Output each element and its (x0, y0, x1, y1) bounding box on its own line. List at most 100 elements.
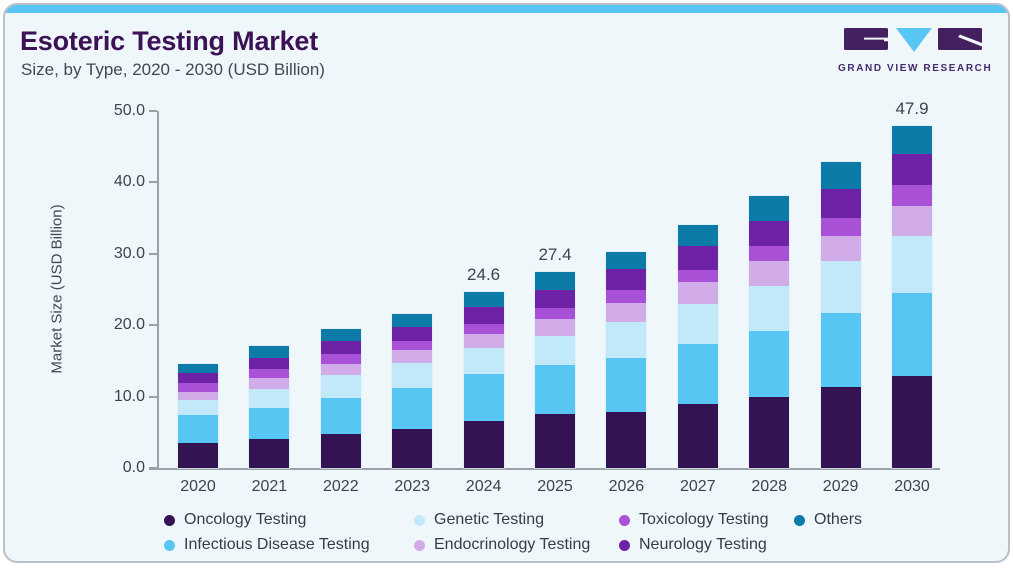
legend-item: Infectious Disease Testing (164, 536, 370, 554)
stacked-bar-chart: Market Size (USD Billion) 0.0 10.0 20.0 30.… (5, 5, 1008, 561)
bar-segment (606, 412, 646, 468)
bar-segment (821, 312, 861, 388)
bar-value-label: 47.9 (895, 98, 929, 118)
legend-dot-icon (619, 514, 630, 526)
y-axis-line (157, 110, 159, 470)
legend-label: Oncology Testing (184, 511, 307, 528)
legend-item: Neurology Testing (619, 536, 767, 554)
bar-segment (392, 362, 432, 388)
y-axis-tick-label: 10.0 (113, 387, 145, 405)
bar-segment (892, 184, 932, 206)
x-axis-tick-label: 2020 (180, 478, 216, 495)
bar-segment (606, 268, 646, 290)
y-axis-tick-label: 50.0 (113, 101, 145, 119)
chart-card: Esoteric Testing Market Size, by Type, 2… (3, 3, 1010, 563)
bar-segment (392, 428, 432, 468)
y-axis-tick (149, 109, 157, 112)
bar-segment (749, 245, 789, 262)
y-axis-tick (149, 395, 157, 398)
bar-2025 (535, 272, 575, 468)
gvr-logo-text: GRAND VIEW RESEARCH (838, 63, 993, 74)
legend-label: Infectious Disease Testing (184, 536, 370, 553)
bar-segment (606, 302, 646, 323)
legend-item: Endocrinology Testing (414, 536, 590, 554)
gvr-logo: GRAND VIEW RESEARCH (838, 27, 993, 74)
bar-2023 (392, 313, 432, 468)
bar-2022 (321, 328, 361, 468)
bar-segment (606, 252, 646, 269)
x-axis-tick-label: 2029 (822, 478, 859, 495)
bar-segment (464, 323, 504, 334)
bar-segment (249, 357, 289, 370)
bar-segment (749, 286, 789, 331)
legend-dot-icon (414, 514, 425, 526)
x-axis-tick-label: 2027 (680, 478, 716, 495)
bar-segment (535, 307, 575, 320)
bar-segment (678, 344, 718, 405)
bar-segment (749, 261, 789, 287)
bar-segment (464, 333, 504, 348)
bar-segment (464, 292, 504, 308)
bar-segment (178, 382, 218, 392)
page-title: Esoteric Testing Market (20, 26, 318, 56)
bar-2020 (178, 363, 218, 468)
bar-segment (749, 330, 789, 398)
bar-segment (178, 391, 218, 401)
bar-segment (178, 415, 218, 443)
bar-2030 (892, 125, 932, 468)
legend-label: Neurology Testing (639, 536, 767, 553)
bar-segment (892, 205, 932, 237)
bar-segment (535, 319, 575, 336)
bar-segment (535, 272, 575, 290)
bar-segment (249, 369, 289, 378)
y-axis-tick-label: 40.0 (113, 173, 145, 190)
bar-segment (821, 261, 861, 313)
bar-segment (821, 217, 861, 237)
bar-segment (892, 375, 932, 468)
bar-segment (321, 433, 361, 468)
bar-segment (892, 292, 932, 376)
bar-segment (749, 397, 789, 468)
legend-item: Toxicology Testing (619, 511, 769, 529)
bar-segment (749, 220, 789, 246)
bar-segment (464, 347, 504, 374)
x-axis-tick-label: 2025 (537, 478, 573, 495)
bar-segment (678, 269, 718, 283)
bar-segment (821, 387, 861, 468)
bar-segment (892, 236, 932, 293)
bar-segment (678, 224, 718, 247)
bar-2026 (606, 252, 646, 468)
bar-2029 (821, 162, 861, 468)
bar-segment (392, 327, 432, 342)
bar-segment (821, 236, 861, 262)
legend-item: Others (794, 511, 862, 529)
y-axis-tick (149, 252, 157, 255)
bar-segment (321, 341, 361, 355)
bar-segment (392, 387, 432, 429)
legend-label: Endocrinology Testing (434, 536, 591, 553)
bar-segment (464, 420, 504, 468)
legend-item: Genetic Testing (414, 511, 544, 529)
bar-segment (321, 363, 361, 376)
bar-segment (249, 346, 289, 358)
bar-segment (249, 407, 289, 439)
legend-label: Genetic Testing (434, 511, 544, 528)
x-axis-tick-label: 2030 (894, 478, 930, 495)
bar-segment (678, 404, 718, 468)
y-axis-tick (149, 181, 157, 183)
bar-segment (178, 363, 218, 373)
bar-segment (606, 322, 646, 358)
y-axis-tick-label: 0.0 (122, 459, 145, 476)
bar-2021 (249, 346, 289, 468)
legend-dot-icon (794, 514, 805, 526)
bar-segment (821, 189, 861, 218)
legend-label: Others (814, 511, 863, 528)
bar-segment (606, 289, 646, 303)
bar-segment (178, 442, 218, 468)
bar-segment (749, 196, 789, 221)
y-axis-tick (149, 324, 157, 326)
bar-segment (678, 282, 718, 305)
x-axis-tick-label: 2028 (751, 478, 787, 495)
x-axis-tick-label: 2021 (251, 478, 288, 495)
x-axis-tick-label: 2022 (323, 478, 359, 495)
